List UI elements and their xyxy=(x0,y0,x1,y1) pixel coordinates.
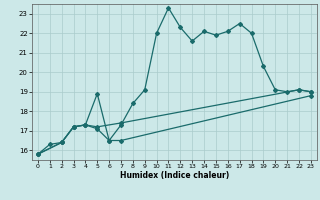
X-axis label: Humidex (Indice chaleur): Humidex (Indice chaleur) xyxy=(120,171,229,180)
